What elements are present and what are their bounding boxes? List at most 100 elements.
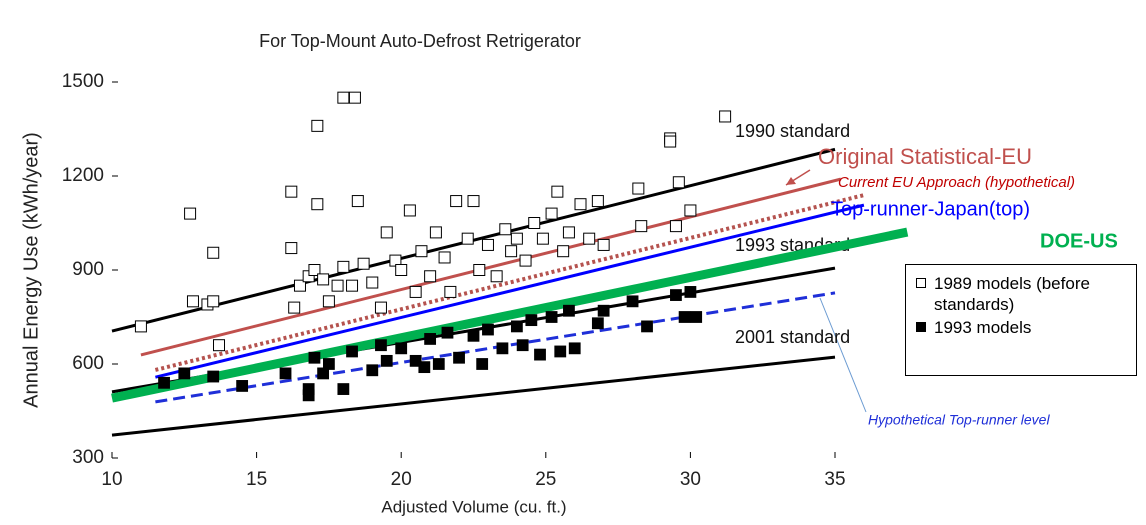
- point: [490, 270, 503, 283]
- point: [311, 198, 324, 211]
- point: [308, 351, 321, 364]
- point: [302, 389, 315, 402]
- point: [311, 119, 324, 132]
- line-label: DOE-US: [1040, 230, 1118, 252]
- point: [678, 311, 691, 323]
- point: [450, 195, 463, 208]
- legend-item: 1993 models: [916, 317, 1128, 338]
- point: [375, 339, 387, 352]
- point: [293, 279, 306, 292]
- legend-label: 1989 models (before standards): [934, 274, 1090, 314]
- x-tick-label: 35: [824, 469, 845, 490]
- line-label: Original Statistical-EU: [818, 144, 1032, 169]
- point: [184, 207, 197, 220]
- point: [158, 376, 170, 389]
- point: [641, 320, 653, 333]
- point: [346, 345, 358, 358]
- line: [155, 203, 865, 379]
- point: [461, 232, 474, 245]
- point: [337, 260, 350, 273]
- point: [597, 238, 610, 251]
- point: [574, 198, 587, 211]
- point: [409, 354, 422, 367]
- point: [178, 367, 191, 380]
- line: [155, 291, 836, 404]
- point: [672, 176, 685, 189]
- point: [351, 195, 364, 208]
- point: [467, 195, 480, 208]
- point: [424, 270, 437, 283]
- annotation-leader: [819, 297, 867, 413]
- point: [438, 251, 451, 264]
- point: [424, 333, 437, 345]
- y-tick-label: 300: [72, 447, 104, 468]
- legend-item: 1989 models (before standards): [916, 273, 1128, 315]
- line-label: 1990 standard: [735, 121, 850, 141]
- point: [510, 320, 523, 333]
- point: [429, 226, 442, 239]
- point: [285, 185, 298, 198]
- point: [626, 295, 639, 308]
- point: [554, 345, 567, 358]
- y-tick-label: 900: [72, 259, 104, 280]
- line: [111, 355, 836, 437]
- point: [528, 217, 541, 229]
- line: [154, 193, 865, 372]
- point: [207, 370, 220, 383]
- point: [285, 242, 298, 255]
- point: [288, 301, 301, 314]
- point: [357, 257, 370, 270]
- point: [505, 245, 518, 258]
- point: [481, 238, 494, 251]
- point: [525, 314, 538, 327]
- point: [348, 91, 361, 104]
- legend-swatch: [916, 322, 926, 332]
- point: [279, 367, 292, 380]
- point: [337, 91, 350, 104]
- point: [597, 304, 610, 317]
- x-tick-label: 25: [535, 469, 556, 490]
- point: [563, 304, 575, 317]
- point: [669, 220, 682, 233]
- point: [536, 232, 549, 245]
- chart-title: For Top-Mount Auto-Defrost Retrigerator: [259, 31, 581, 51]
- point: [664, 135, 677, 148]
- point: [441, 326, 454, 339]
- point: [684, 204, 697, 217]
- point: [331, 279, 344, 292]
- point: [134, 320, 147, 333]
- legend-swatch: [916, 278, 926, 288]
- point: [395, 264, 408, 276]
- point: [583, 232, 596, 245]
- point: [415, 245, 428, 258]
- point: [545, 207, 558, 220]
- point: [374, 301, 387, 314]
- point: [308, 264, 321, 276]
- point: [409, 285, 422, 298]
- point: [719, 110, 732, 123]
- point: [670, 289, 682, 301]
- x-tick-label: 10: [101, 469, 122, 490]
- point: [444, 285, 457, 298]
- point: [591, 317, 604, 330]
- line: [140, 177, 842, 357]
- point: [322, 295, 335, 308]
- point: [562, 226, 575, 239]
- point: [322, 358, 335, 370]
- y-axis-label: Annual Energy Use (kWh/year): [20, 132, 42, 408]
- point: [684, 286, 697, 298]
- point: [213, 339, 226, 352]
- point: [510, 232, 523, 245]
- point: [337, 383, 350, 395]
- legend: 1989 models (before standards) 1993 model…: [905, 264, 1137, 376]
- point: [432, 358, 445, 370]
- point: [453, 351, 465, 364]
- line-label: 2001 standard: [735, 327, 850, 347]
- y-tick-label: 600: [72, 353, 104, 374]
- point: [632, 182, 645, 195]
- line-label: Hypothetical Top-runner level: [868, 412, 1050, 428]
- point: [568, 342, 581, 355]
- point: [545, 311, 558, 323]
